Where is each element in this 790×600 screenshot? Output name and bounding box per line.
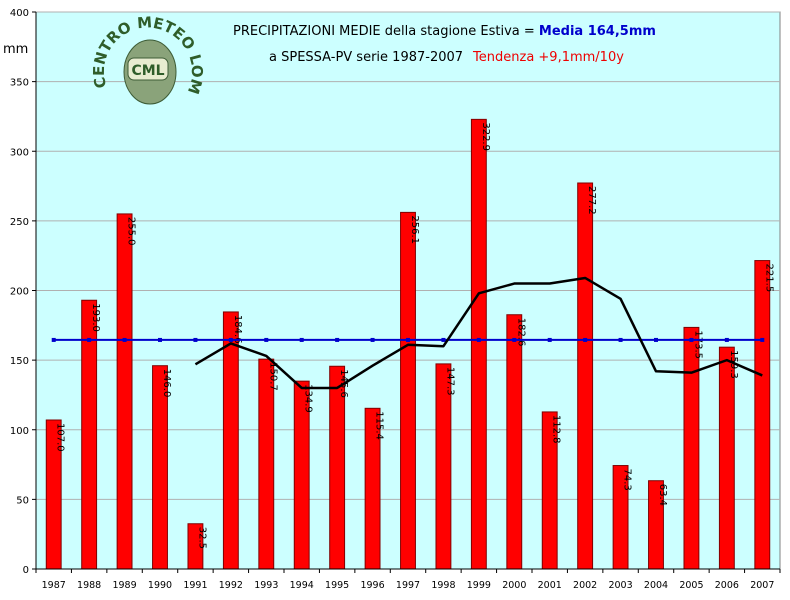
x-tick-label: 1995 <box>325 580 349 591</box>
x-tick-label: 1999 <box>467 580 491 591</box>
mean-point <box>122 337 127 342</box>
data-label: 173.5 <box>692 330 703 359</box>
y-tick-label: 250 <box>10 217 29 228</box>
y-tick-label: 300 <box>10 147 29 158</box>
mean-point <box>689 337 694 342</box>
x-tick-label: 1987 <box>42 580 66 591</box>
data-label: 150.7 <box>267 362 278 391</box>
data-label: 255.0 <box>126 217 137 246</box>
bar <box>577 182 594 570</box>
y-axis-ticks: 0 50 100 150 200 250 300 350 400 <box>10 8 36 576</box>
y-tick-label: 150 <box>10 356 29 367</box>
x-tick-label: 2003 <box>608 580 632 591</box>
data-label: 159.3 <box>728 350 739 379</box>
mean-point <box>299 337 304 342</box>
data-label: 112.8 <box>551 415 562 444</box>
mean-point <box>441 337 446 342</box>
mean-line <box>51 337 765 342</box>
data-label: 74.3 <box>622 469 633 491</box>
data-label: 193.0 <box>90 303 101 332</box>
mean-point <box>476 337 481 342</box>
y-tick-label: 200 <box>10 287 29 298</box>
mean-point <box>406 337 410 342</box>
data-label: 277.2 <box>586 186 597 215</box>
x-tick-label: 2004 <box>644 580 668 591</box>
bar <box>718 346 735 570</box>
data-label: 115.4 <box>374 411 385 440</box>
data-label: 32.5 <box>196 527 207 549</box>
bar <box>400 211 416 570</box>
mean-point <box>87 337 92 342</box>
x-tick-label: 1996 <box>360 580 384 591</box>
mean-point <box>51 337 56 342</box>
data-label: 147.3 <box>444 367 455 396</box>
mean-point <box>370 337 375 342</box>
title-line2-text: a SPESSA-PV serie 1987-2007 <box>269 50 463 65</box>
logo-badge <box>127 57 169 81</box>
title-trend: Tendenza +9,1mm/10y <box>472 50 624 65</box>
data-label: 184.6 <box>232 315 243 344</box>
x-tick-label: 2002 <box>573 580 597 591</box>
chart-title-line2: a SPESSA-PV serie 1987-2007 Tendenza +9,1… <box>269 50 624 65</box>
moving-average-line <box>194 276 763 390</box>
y-tick-label: 50 <box>16 495 29 506</box>
x-tick-label: 1989 <box>112 580 136 591</box>
x-tick-label: 2005 <box>679 580 703 591</box>
mean-point <box>618 337 623 342</box>
mean-point <box>547 337 552 342</box>
y-tick-label: 0 <box>23 565 29 576</box>
bars <box>45 118 771 570</box>
x-tick-label: 1991 <box>183 580 207 591</box>
mean-point <box>760 337 765 342</box>
x-tick-label: 1990 <box>148 580 172 591</box>
y-tick-label: 400 <box>10 8 29 19</box>
data-label: 322.9 <box>480 122 491 151</box>
bar <box>222 311 239 570</box>
x-tick-label: 2006 <box>715 580 739 591</box>
y-tick-label: 350 <box>10 78 29 89</box>
chart-title-line1: PRECIPITAZIONI MEDIE della stagione Esti… <box>233 24 656 39</box>
mean-point <box>335 337 340 342</box>
x-tick-label: 1997 <box>396 580 420 591</box>
chart-logo: CML CENTRO METEO LOMBARDO <box>90 13 206 105</box>
data-label: 182.6 <box>515 318 526 347</box>
data-label: 107.0 <box>55 423 66 452</box>
x-axis-ticks: 1987 1988 1989 1990 1991 1992 1993 1994 1995 1996… <box>35 569 781 591</box>
logo-badge-text: CML <box>131 63 164 79</box>
mean-point <box>193 337 198 342</box>
data-label: 134.9 <box>303 384 314 413</box>
x-tick-label: 1988 <box>77 580 101 591</box>
mean-point <box>583 337 588 342</box>
data-label: 221.5 <box>763 264 774 293</box>
x-tick-label: 2001 <box>538 580 562 591</box>
title-average: Media 164,5mm <box>539 24 656 39</box>
x-tick-label: 1998 <box>431 580 455 591</box>
mean-point <box>654 337 658 342</box>
x-tick-label: 1992 <box>219 580 243 591</box>
bar <box>754 260 771 570</box>
y-tick-label: 100 <box>10 426 29 437</box>
data-label: 256.1 <box>409 215 420 244</box>
x-tick-label: 2007 <box>750 580 774 591</box>
mean-point <box>512 337 517 342</box>
x-tick-label: 2000 <box>502 580 526 591</box>
bar <box>470 118 487 570</box>
title-line1-text: PRECIPITAZIONI MEDIE della stagione Esti… <box>233 24 539 39</box>
bar <box>683 326 700 570</box>
moving-average-series-line <box>194 276 763 390</box>
data-label: 63.4 <box>657 484 668 506</box>
mean-point <box>158 337 162 342</box>
bar <box>506 314 523 570</box>
data-label: 146.0 <box>161 369 172 398</box>
mean-point <box>264 337 269 342</box>
mean-point <box>228 337 233 342</box>
mean-point <box>724 337 729 342</box>
bar <box>116 213 133 570</box>
y-axis-unit: mm <box>3 42 28 57</box>
x-tick-label: 1994 <box>290 580 314 591</box>
x-tick-label: 1993 <box>254 580 278 591</box>
